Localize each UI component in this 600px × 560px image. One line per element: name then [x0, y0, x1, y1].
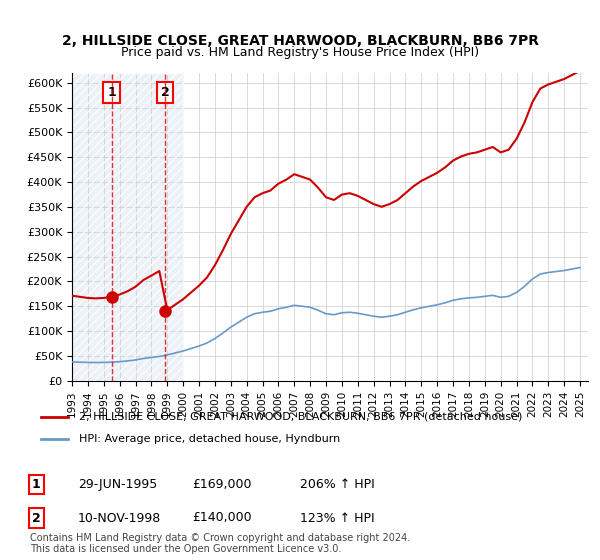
Text: 2: 2	[161, 86, 169, 99]
Text: 2, HILLSIDE CLOSE, GREAT HARWOOD, BLACKBURN, BB6 7PR: 2, HILLSIDE CLOSE, GREAT HARWOOD, BLACKB…	[62, 34, 539, 48]
Text: 29-JUN-1995: 29-JUN-1995	[78, 478, 157, 491]
Text: HPI: Average price, detached house, Hyndburn: HPI: Average price, detached house, Hynd…	[79, 434, 340, 444]
Text: Contains HM Land Registry data © Crown copyright and database right 2024.
This d: Contains HM Land Registry data © Crown c…	[30, 533, 410, 554]
Text: 2, HILLSIDE CLOSE, GREAT HARWOOD, BLACKBURN, BB6 7PR (detached house): 2, HILLSIDE CLOSE, GREAT HARWOOD, BLACKB…	[79, 412, 522, 422]
Text: Price paid vs. HM Land Registry's House Price Index (HPI): Price paid vs. HM Land Registry's House …	[121, 46, 479, 59]
Text: 2: 2	[32, 511, 40, 525]
Text: £140,000: £140,000	[192, 511, 251, 525]
Text: 10-NOV-1998: 10-NOV-1998	[78, 511, 161, 525]
Bar	[72, 73, 183, 381]
Text: 206% ↑ HPI: 206% ↑ HPI	[300, 478, 375, 491]
Bar	[72, 73, 183, 381]
Text: 123% ↑ HPI: 123% ↑ HPI	[300, 511, 374, 525]
Text: £169,000: £169,000	[192, 478, 251, 491]
Text: 1: 1	[32, 478, 40, 491]
Text: 1: 1	[107, 86, 116, 99]
